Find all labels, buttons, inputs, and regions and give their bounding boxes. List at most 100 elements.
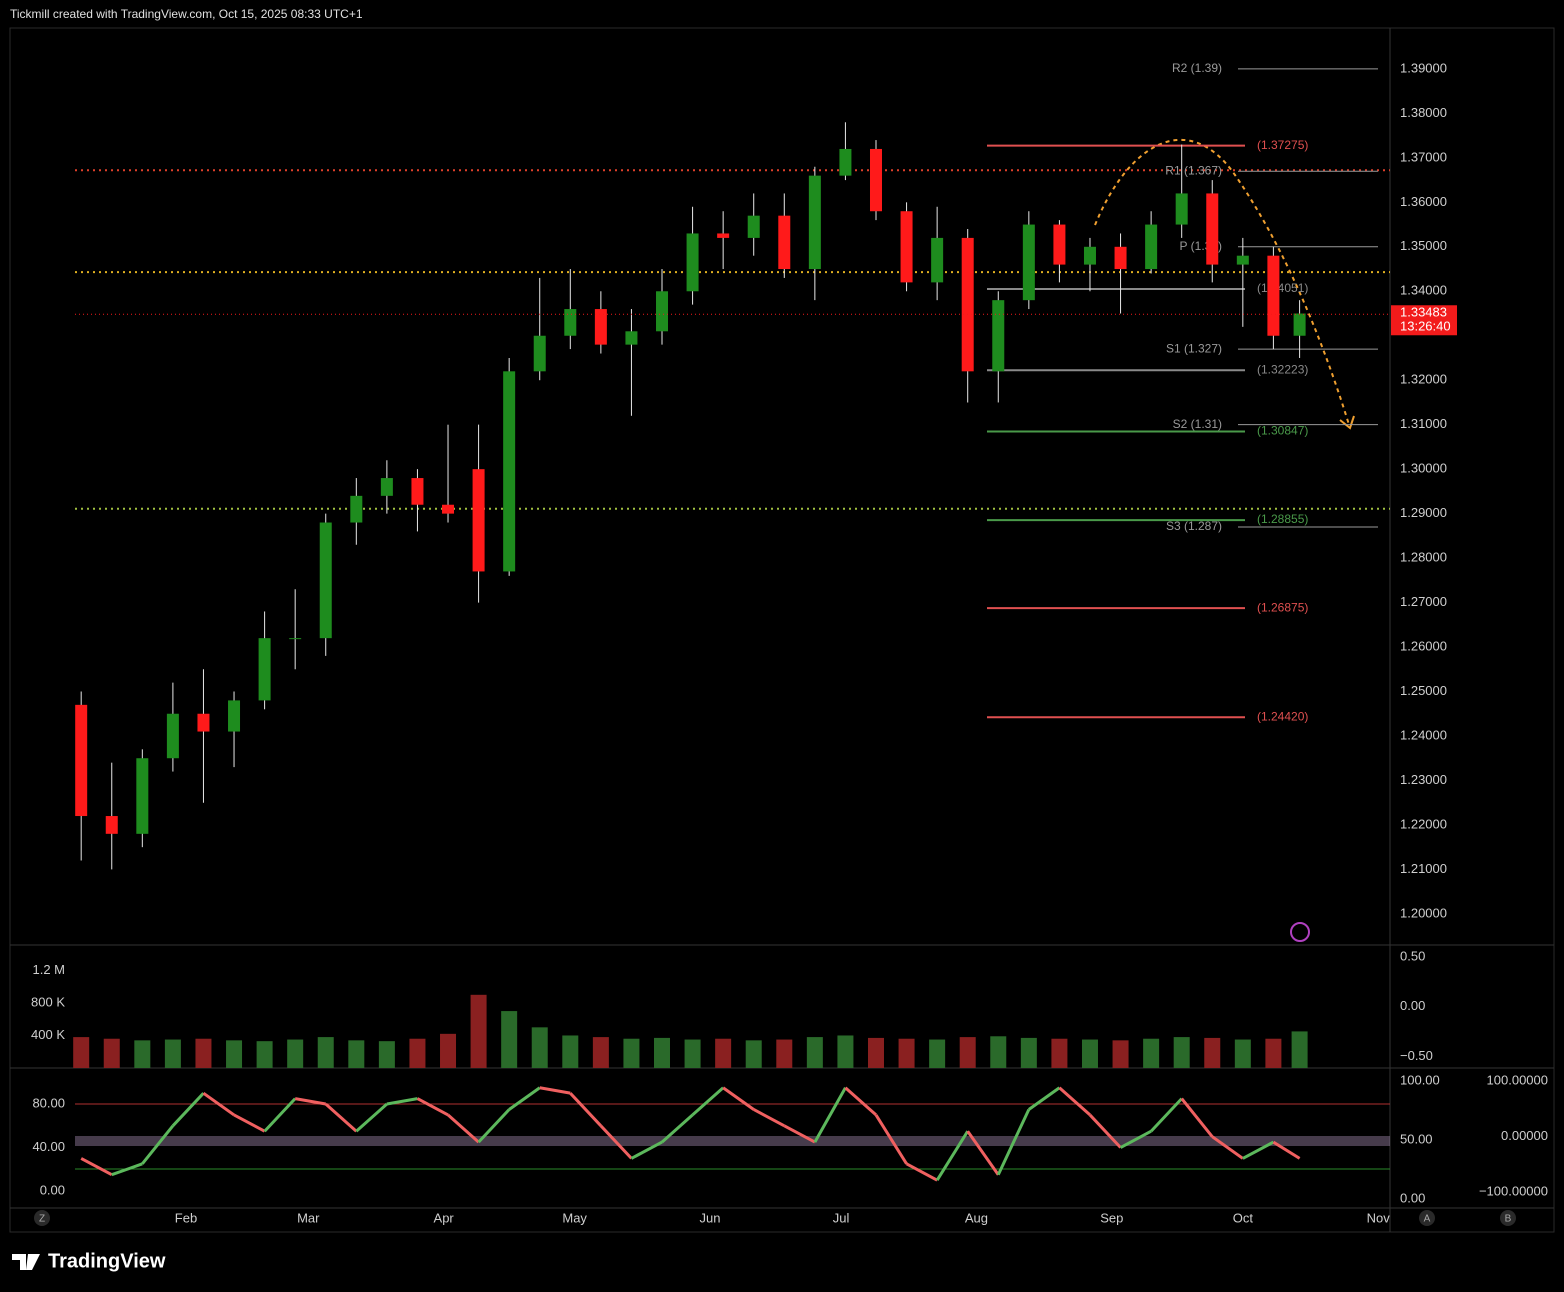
volume-bar bbox=[256, 1041, 273, 1068]
y-tick-label: 1.26000 bbox=[1400, 638, 1447, 653]
candle-body bbox=[1083, 246, 1096, 265]
oscillator-segment bbox=[1119, 1129, 1152, 1149]
oscillator-segment bbox=[661, 1113, 694, 1144]
oscillator-segment bbox=[1211, 1135, 1244, 1160]
oscillator-segment bbox=[233, 1113, 266, 1133]
oscillator-segment bbox=[386, 1097, 418, 1106]
volume-bar bbox=[623, 1038, 640, 1068]
level-label: (1.34051) bbox=[1257, 281, 1308, 295]
volume-bar bbox=[226, 1040, 243, 1068]
y-tick-label: 1.27000 bbox=[1400, 594, 1447, 609]
volume-bar bbox=[470, 994, 487, 1068]
countdown: 13:26:40 bbox=[1400, 319, 1451, 334]
candle-body bbox=[319, 522, 332, 639]
y-tick-label: 1.29000 bbox=[1400, 505, 1447, 520]
forecast-arrowhead bbox=[1339, 415, 1355, 430]
oscillator-segment bbox=[1150, 1097, 1183, 1133]
volume-bar bbox=[592, 1037, 609, 1068]
y-tick-label: 1.25000 bbox=[1400, 683, 1447, 698]
candle-body bbox=[1145, 224, 1158, 270]
oscillator-segment bbox=[1088, 1113, 1122, 1149]
volume-bar bbox=[1265, 1038, 1282, 1068]
oscillator-segment bbox=[722, 1086, 755, 1111]
y-tick-label: 1.23000 bbox=[1400, 772, 1447, 787]
candle-body bbox=[197, 713, 210, 732]
y2-tick-label: 0.00 bbox=[1400, 1190, 1425, 1205]
y2-tick-label: 0.00 bbox=[1400, 998, 1425, 1013]
volume-bar bbox=[73, 1037, 90, 1068]
alert-icon[interactable] bbox=[1290, 922, 1310, 942]
volume-bar bbox=[776, 1039, 793, 1068]
volume-bar bbox=[684, 1039, 701, 1068]
volume-bar bbox=[195, 1038, 212, 1068]
toolbar-label: A bbox=[1424, 1214, 1431, 1225]
y-tick-label: 1.30000 bbox=[1400, 461, 1447, 476]
oscillator-segment bbox=[447, 1113, 480, 1144]
candle-body bbox=[472, 469, 485, 572]
candle-body bbox=[686, 233, 699, 292]
x-tick-label: Feb bbox=[175, 1210, 197, 1225]
y-tick-label: 1.39000 bbox=[1400, 60, 1447, 75]
toolbar-button[interactable] bbox=[1500, 1210, 1516, 1226]
volume-bar bbox=[1112, 1040, 1129, 1068]
level-label: (1.30847) bbox=[1257, 424, 1308, 438]
y3-tick-label: −100.00000 bbox=[1479, 1183, 1548, 1198]
candle-body bbox=[839, 148, 852, 176]
x-tick-label: Sep bbox=[1100, 1210, 1123, 1225]
candle-body bbox=[75, 704, 88, 817]
x-tick-label: Jul bbox=[833, 1210, 850, 1225]
y-tick-label: 1.34000 bbox=[1400, 283, 1447, 298]
volume-bar bbox=[1020, 1037, 1037, 1068]
oscillator-segment bbox=[966, 1130, 1000, 1176]
volume-bar bbox=[378, 1041, 395, 1068]
y-tick-label: 1.38000 bbox=[1400, 105, 1447, 120]
candle-body bbox=[1114, 246, 1127, 270]
volume-bar bbox=[1173, 1037, 1190, 1068]
volume-bar bbox=[1143, 1038, 1160, 1068]
oscillator-segment bbox=[416, 1097, 449, 1117]
candle-body bbox=[625, 331, 638, 345]
volume-bar bbox=[348, 1040, 365, 1068]
volume-bar bbox=[929, 1039, 946, 1068]
y2-tick-label: 100.00 bbox=[1400, 1072, 1440, 1087]
oscillator-segment bbox=[1242, 1140, 1275, 1160]
last-price-label: 1.33483 bbox=[1400, 305, 1447, 320]
candle-body bbox=[931, 237, 944, 283]
oscillator-segment bbox=[141, 1124, 175, 1165]
level-label: (1.26875) bbox=[1257, 600, 1308, 614]
candle-body bbox=[1175, 193, 1188, 225]
candle-body bbox=[228, 700, 241, 732]
y-tick-label: 1.24000 bbox=[1400, 727, 1447, 742]
candle-body bbox=[1206, 193, 1219, 265]
toolbar-button[interactable] bbox=[34, 1210, 50, 1226]
candle-body bbox=[289, 638, 302, 640]
y-tick-label: 1.37000 bbox=[1400, 149, 1447, 164]
y-tick-label: 1.32000 bbox=[1400, 372, 1447, 387]
y3-tick-label: 0.00000 bbox=[1501, 1128, 1548, 1143]
volume-bar bbox=[715, 1038, 732, 1068]
candle-body bbox=[503, 371, 516, 572]
candle-body bbox=[442, 504, 455, 514]
last-price-tag bbox=[1391, 305, 1457, 336]
volume-bar bbox=[501, 1011, 518, 1068]
candle-body bbox=[869, 148, 882, 212]
volume-bar bbox=[654, 1037, 671, 1068]
pivot-label: R1 (1.367) bbox=[1165, 163, 1222, 177]
volume-bar bbox=[1234, 1039, 1251, 1068]
candle-body bbox=[1053, 224, 1066, 265]
toolbar-button[interactable] bbox=[1419, 1210, 1435, 1226]
oscillator-segment bbox=[202, 1091, 235, 1117]
oscillator-segment bbox=[477, 1108, 511, 1144]
volume-bar bbox=[1051, 1038, 1068, 1068]
volume-bar bbox=[531, 1027, 548, 1068]
oscillator-segment bbox=[844, 1086, 877, 1117]
oscillator-segment bbox=[813, 1086, 847, 1143]
candle-body bbox=[656, 291, 669, 332]
volume-bar bbox=[103, 1038, 120, 1068]
candle-body bbox=[594, 309, 607, 345]
oscillator-segment bbox=[569, 1092, 602, 1127]
volume-bar bbox=[745, 1040, 762, 1068]
candle-body bbox=[1236, 255, 1249, 265]
